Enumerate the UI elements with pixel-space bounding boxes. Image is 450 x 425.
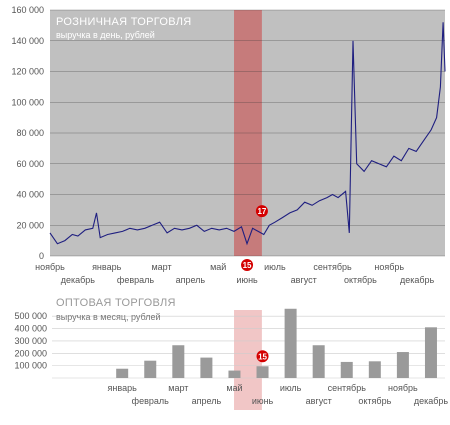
- wholesale-bar: [368, 361, 381, 378]
- wholesale-title: ОПТОВАЯ ТОРГОВЛЯ: [56, 297, 176, 309]
- wholesale-bar: [144, 360, 157, 378]
- retail-y-tick-label: 100 000: [11, 97, 44, 107]
- wholesale-bar: [200, 357, 213, 378]
- retail-x-tick-label: октябрь: [344, 275, 377, 285]
- wholesale-chart: 15 100 000 200 000 300 000 400 000 500 000 ян…: [14, 297, 449, 410]
- wholesale-x-tick-label: октябрь: [358, 396, 391, 406]
- retail-x-tick-label: ноябрь: [374, 262, 404, 272]
- wholesale-x-tick-label: апрель: [192, 396, 222, 406]
- retail-x-tick-label: июнь: [236, 275, 258, 285]
- wholesale-subtitle: выручка в месяц, рублей: [56, 312, 161, 322]
- wholesale-x-tick-label: сентябрь: [328, 383, 367, 393]
- wholesale-bar: [256, 366, 269, 378]
- retail-y-tick-label: 20 000: [16, 220, 44, 230]
- retail-x-tick-label: сентябрь: [313, 262, 352, 272]
- wholesale-x-tick-label: август: [306, 396, 332, 406]
- wholesale-bar: [172, 345, 185, 378]
- wholesale-x-tick-label: декабрь: [414, 396, 449, 406]
- retail-y-tick-label: 160 000: [11, 5, 44, 15]
- wholesale-bar: [116, 368, 129, 378]
- wholesale-x-tick-label: июль: [280, 383, 302, 393]
- wholesale-x-tick-label: май: [226, 383, 242, 393]
- retail-series-line: [49, 22, 446, 246]
- wholesale-event-marker-label: 15: [258, 352, 267, 361]
- retail-event-marker: [255, 205, 268, 218]
- retail-x-tick-label: декабрь: [400, 275, 435, 285]
- wholesale-x-tick-label: февраль: [132, 396, 169, 406]
- retail-y-tick-label: 120 000: [11, 67, 44, 77]
- retail-x-tick-label: ноябрь: [35, 262, 65, 272]
- retail-y-tick-label: 60 000: [16, 159, 44, 169]
- retail-event-marker-label: 15: [243, 261, 252, 270]
- retail-x-tick-label: апрель: [176, 275, 206, 285]
- wholesale-event-marker: [256, 350, 269, 363]
- retail-y-tick-label: 40 000: [16, 190, 44, 200]
- wholesale-x-tick-label: март: [168, 383, 188, 393]
- retail-x-tick-label: февраль: [117, 275, 154, 285]
- retail-subtitle: выручка в день, рублей: [56, 30, 155, 40]
- wholesale-bar: [396, 352, 409, 378]
- retail-x-tick-label: август: [291, 275, 317, 285]
- wholesale-bar: [312, 345, 325, 378]
- wholesale-y-tick-label: 500 000: [14, 311, 47, 321]
- retail-x-tick-label: март: [151, 262, 171, 272]
- retail-x-tick-label: май: [210, 262, 226, 272]
- retail-title: РОЗНИЧНАЯ ТОРГОВЛЯ: [56, 16, 192, 28]
- wholesale-x-tick-label: ноябрь: [388, 383, 418, 393]
- wholesale-bar: [284, 308, 297, 378]
- retail-x-tick-label: январь: [92, 262, 122, 272]
- wholesale-bar: [340, 361, 353, 378]
- wholesale-y-tick-label: 300 000: [14, 336, 47, 346]
- retail-x-tick-label: декабрь: [61, 275, 96, 285]
- retail-x-tick-label: июль: [264, 262, 286, 272]
- wholesale-y-tick-label: 200 000: [14, 348, 47, 358]
- wholesale-bar: [228, 370, 241, 378]
- wholesale-bar: [424, 327, 437, 378]
- retail-y-tick-label: 0: [39, 251, 44, 261]
- wholesale-y-tick-label: 400 000: [14, 324, 47, 334]
- retail-chart: 17 15 0 20 000 40 000 60 000 80 000 100 000 120…: [11, 5, 446, 285]
- wholesale-x-tick-label: январь: [108, 383, 138, 393]
- wholesale-x-tick-label: июнь: [252, 396, 274, 406]
- wholesale-highlight-band: [234, 310, 262, 410]
- retail-event-marker: [241, 259, 254, 271]
- retail-y-tick-label: 80 000: [16, 128, 44, 138]
- retail-y-tick-label: 140 000: [11, 36, 44, 46]
- retail-event-marker-label: 17: [257, 207, 266, 216]
- wholesale-y-tick-label: 100 000: [14, 361, 47, 371]
